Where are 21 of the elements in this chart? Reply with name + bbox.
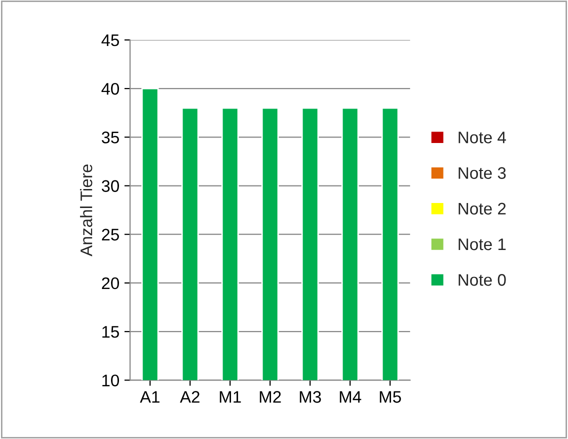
legend-label: Note 0 — [458, 274, 506, 286]
x-tick-label: M1 — [220, 391, 241, 403]
legend-label: Note 1 — [458, 238, 506, 250]
y-tick-label: 45 — [102, 34, 119, 46]
y-tick-label: 25 — [102, 228, 119, 241]
y-tick-label: 40 — [102, 82, 120, 95]
y-tick-label: 15 — [102, 326, 119, 338]
x-tick-label: M2 — [260, 391, 281, 403]
x-tick-label: M5 — [380, 391, 401, 403]
x-tick-label: A1 — [140, 391, 160, 403]
y-tick-label: 20 — [102, 277, 120, 290]
x-tick-label: M3 — [300, 391, 321, 403]
legend-label: Note 3 — [458, 167, 506, 179]
legend-label: Note 4 — [458, 132, 506, 144]
legend-label: Note 2 — [458, 202, 506, 215]
x-tick-label: A2 — [180, 391, 200, 403]
x-tick-label: M4 — [340, 391, 362, 403]
y-tick-label: 10 — [102, 374, 120, 386]
y-axis-title: Anzahl Tiere — [80, 164, 92, 256]
y-tick-label: 30 — [102, 180, 120, 192]
y-tick-label: 35 — [102, 132, 119, 144]
